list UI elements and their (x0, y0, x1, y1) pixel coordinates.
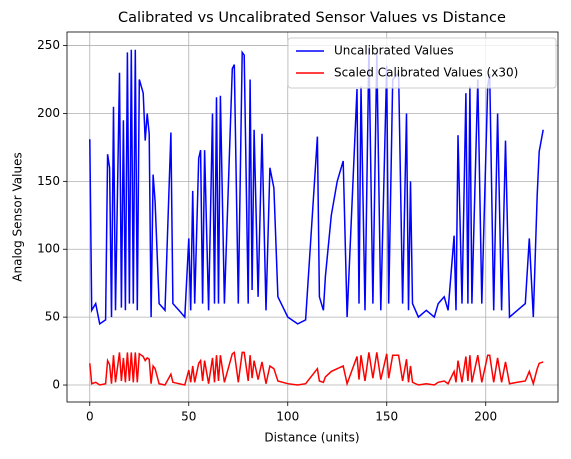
y-tick-label: 150 (37, 174, 60, 188)
legend-label: Scaled Calibrated Values (x30) (334, 66, 518, 80)
series-line (89, 48, 544, 326)
x-tick-label: 100 (276, 410, 299, 424)
x-axis-label: Distance (units) (264, 431, 359, 445)
y-tick-label: 50 (45, 310, 60, 324)
y-tick-label: 250 (37, 38, 60, 52)
y-axis-label: Analog Sensor Values (11, 152, 25, 281)
y-tick-label: 200 (37, 106, 60, 120)
y-tick-label: 0 (52, 378, 60, 392)
y-tick-label: 100 (37, 242, 60, 256)
chart-title: Calibrated vs Uncalibrated Sensor Values… (118, 10, 506, 26)
x-tick-label: 0 (86, 410, 94, 424)
x-tick-label: 150 (375, 410, 398, 424)
x-tick-label: 50 (181, 410, 196, 424)
series-line (89, 351, 544, 387)
legend-label: Uncalibrated Values (334, 44, 454, 58)
legend: Uncalibrated Values Scaled Calibrated Val… (287, 37, 557, 89)
legend-box (287, 37, 557, 89)
plot-frame (66, 31, 559, 403)
x-tick-label: 200 (474, 410, 497, 424)
